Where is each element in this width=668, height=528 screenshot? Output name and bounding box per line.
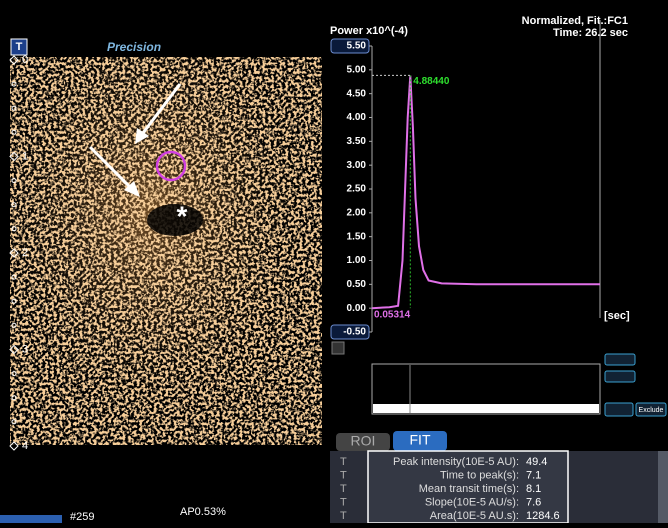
annotation: * — [177, 200, 188, 231]
frame-number: #259 — [70, 511, 94, 523]
y-tick-label: 4.00 — [347, 112, 367, 123]
mode-icon-label: T — [16, 41, 23, 53]
depth-label: 1 — [22, 150, 28, 162]
result-value: 8.1 — [526, 483, 541, 495]
row-marker: T — [340, 456, 347, 468]
baseline-label: 0.05314 — [374, 309, 411, 320]
screen: * T Precision 0 1 2 3 4 #259 AP0.53% Power x… — [0, 0, 668, 523]
tab-label[interactable]: ROI — [351, 433, 376, 449]
result-label: Peak intensity(10E-5 AU): — [393, 456, 519, 468]
scrollbar[interactable] — [658, 451, 668, 523]
y-tick-label: 0.00 — [347, 303, 367, 314]
depth-label: 2 — [22, 247, 28, 259]
peak-label: 4.88440 — [413, 76, 450, 87]
result-value: 1284.6 — [526, 510, 560, 522]
depth-label: 3 — [22, 343, 28, 355]
y-tick-label: -0.50 — [343, 327, 366, 338]
y-tick-label: 4.50 — [347, 88, 367, 99]
row-marker: T — [340, 496, 347, 508]
checkbox[interactable] — [332, 342, 344, 354]
x-unit: [sec] — [604, 310, 630, 322]
row-marker: T — [340, 483, 347, 495]
y-tick-label: 5.00 — [347, 64, 367, 75]
y-tick-label: 0.50 — [347, 279, 367, 290]
y-tick-label: 5.50 — [347, 41, 367, 52]
progress-bar — [0, 515, 62, 523]
image-title: Precision — [107, 40, 161, 54]
result-value: 49.4 — [526, 456, 547, 468]
play-button[interactable] — [605, 371, 635, 382]
result-label: Time to peak(s): — [440, 469, 519, 481]
exclude-label[interactable]: Exclude — [639, 407, 664, 414]
depth-label: 4 — [22, 440, 28, 452]
chart-title: Normalized, Fit.:FC1 — [522, 15, 628, 27]
dark-region — [147, 204, 203, 236]
play-button[interactable] — [605, 354, 635, 365]
ultrasound-image — [10, 57, 322, 445]
depth-label: 0 — [22, 54, 28, 66]
y-tick-label: 3.50 — [347, 136, 367, 147]
y-tick-label: 1.00 — [347, 255, 367, 266]
result-value: 7.6 — [526, 496, 541, 508]
ap-value: AP0.53% — [180, 506, 226, 518]
row-marker: T — [340, 469, 347, 481]
y-tick-label: 1.50 — [347, 231, 367, 242]
y-tick-label: 2.00 — [347, 207, 367, 218]
tool-button[interactable] — [605, 403, 633, 416]
result-label: Area(10E-5 AU.s): — [430, 510, 519, 522]
y-tick-label: 3.00 — [347, 160, 367, 171]
row-marker: T — [340, 510, 347, 522]
y-axis-label: Power x10^(-4) — [330, 25, 408, 37]
result-label: Slope(10E-5 AU/s): — [425, 496, 519, 508]
y-tick-label: 2.50 — [347, 184, 367, 195]
chart-subtitle: Time: 26.2 sec — [553, 27, 628, 39]
result-label: Mean transit time(s): — [419, 483, 519, 495]
timeline-fill — [373, 404, 599, 413]
result-value: 7.1 — [526, 469, 541, 481]
tab-label[interactable]: FIT — [410, 432, 431, 448]
